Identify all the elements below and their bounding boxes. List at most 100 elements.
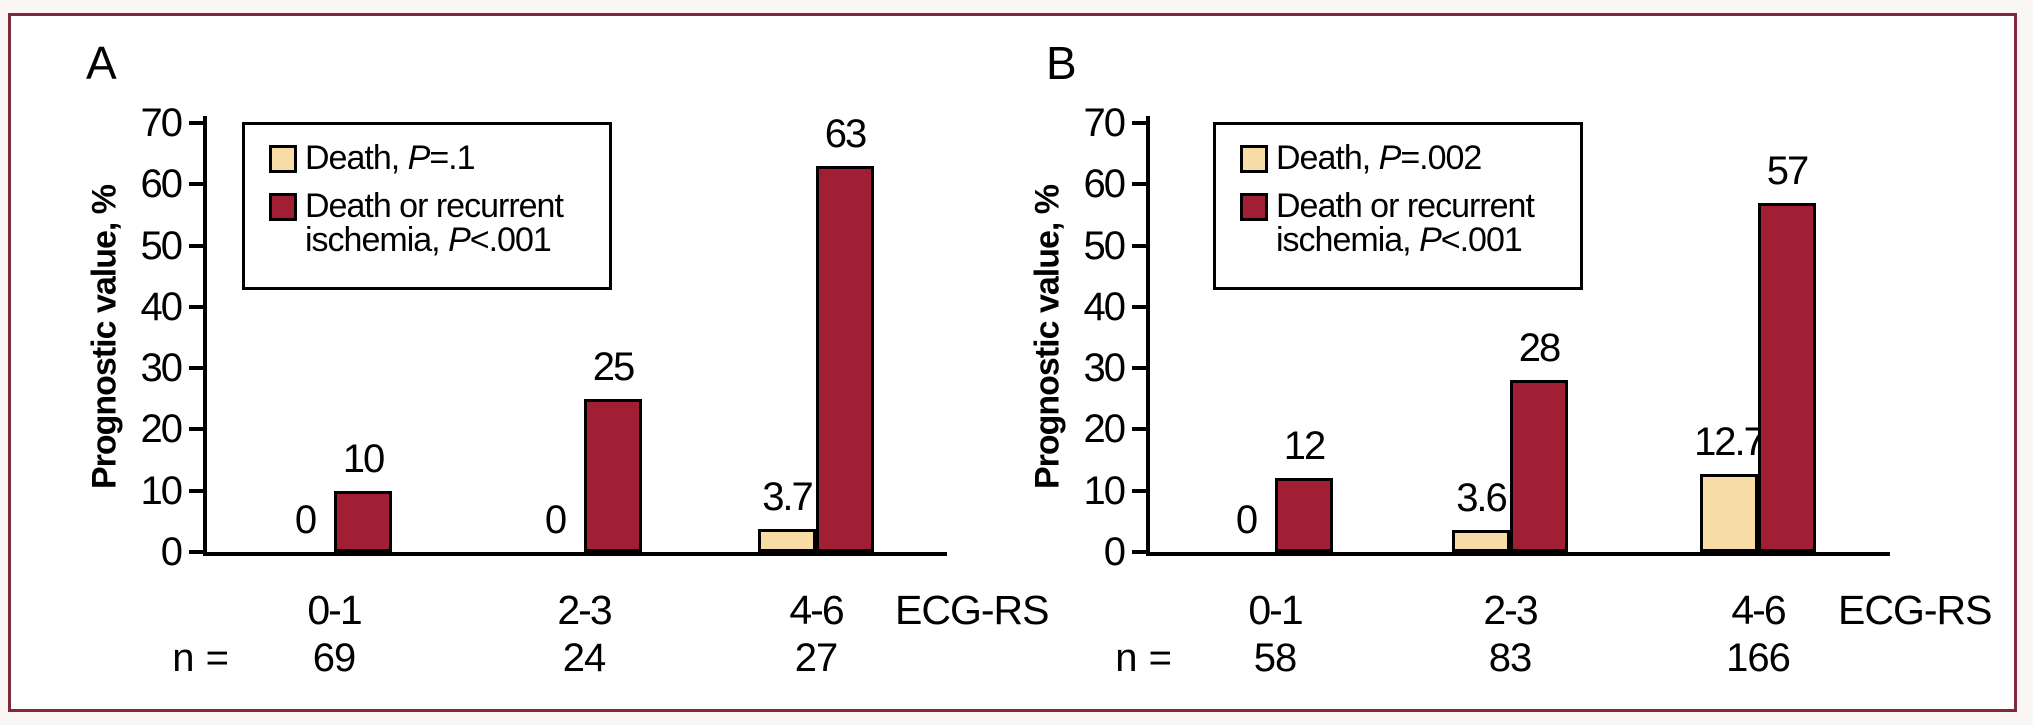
y-tick-mark — [1132, 121, 1146, 125]
legend-label-line: Death or recurrent — [305, 189, 600, 223]
y-tick-mark — [189, 244, 203, 248]
bar-death — [1700, 474, 1758, 552]
n-equals-label: n = — [172, 636, 229, 680]
y-tick-mark — [1132, 489, 1146, 493]
y-tick-mark — [1132, 182, 1146, 186]
y-tick-label: 50 — [140, 224, 184, 268]
legend-swatch-death — [1240, 145, 1268, 173]
bar-value-label: 3.6 — [1456, 476, 1508, 520]
y-tick-mark — [189, 366, 203, 370]
legend-label-text: ischemia, — [305, 221, 449, 259]
legend-label-line: ischemia, P<.001 — [305, 223, 600, 257]
y-tick-label: 40 — [140, 285, 184, 329]
legend-label-text: =.002 — [1400, 139, 1482, 177]
bar-value-label: 63 — [824, 112, 868, 156]
bar-value-label: 25 — [592, 345, 636, 389]
y-tick-label: 0 — [160, 530, 183, 574]
y-tick-mark — [189, 121, 203, 125]
legend-swatch-death-or-recurrent-ischemia — [1240, 193, 1268, 221]
legend-label: Death or recurrent ischemia, P<.001 — [1276, 189, 1571, 257]
panel-label: A — [86, 37, 117, 89]
y-tick-label: 70 — [140, 101, 184, 145]
y-tick-label: 60 — [140, 162, 184, 206]
n-value: 83 — [1488, 636, 1533, 680]
bar-value-label: 12.7 — [1694, 420, 1766, 464]
n-value: 166 — [1726, 636, 1791, 680]
y-tick-label: 10 — [1083, 469, 1127, 513]
bar-value-label: 0 — [544, 498, 567, 542]
legend-label-line: Death, P=.002 — [1276, 141, 1571, 175]
category-label: 4-6 — [1731, 587, 1786, 633]
y-axis-line — [203, 116, 207, 556]
legend-label-text: Death, — [305, 139, 408, 177]
y-tick-label: 30 — [1083, 346, 1127, 390]
legend-box: Death, P=.002 Death or recurrent ischemia,… — [1213, 122, 1583, 290]
n-value: 24 — [562, 636, 607, 680]
legend-label-text: Death or recurrent — [305, 187, 564, 225]
bar-death-or-recurrent-ischemia — [1758, 203, 1816, 552]
y-tick-mark — [189, 305, 203, 309]
bar-value-label: 28 — [1518, 326, 1562, 370]
y-tick-label: 50 — [1083, 224, 1127, 268]
bar-death-or-recurrent-ischemia — [334, 491, 392, 552]
legend-label: Death or recurrent ischemia, P<.001 — [305, 189, 600, 257]
category-label: 4-6 — [789, 587, 844, 633]
category-label: 0-1 — [307, 587, 362, 633]
bar-value-label: 0 — [1235, 498, 1258, 542]
y-tick-mark — [1132, 366, 1146, 370]
legend-label-line: ischemia, P<.001 — [1276, 223, 1571, 257]
bar-value-label: 57 — [1766, 149, 1810, 193]
bar-value-label: 3.7 — [762, 475, 814, 519]
bar-value-label: 0 — [294, 498, 317, 542]
legend-label: Death, P=.002 — [1276, 141, 1571, 175]
legend-label-line: Death, P=.1 — [305, 141, 600, 175]
y-tick-label: 0 — [1103, 530, 1126, 574]
legend-label-text: Death or recurrent — [1276, 187, 1535, 225]
legend-box: Death, P=.1 Death or recurrent ischemia, P… — [242, 122, 612, 290]
legend-label: Death, P=.1 — [305, 141, 600, 175]
category-label: 2-3 — [1483, 587, 1538, 633]
bar-death — [758, 529, 816, 552]
legend-label-line: Death or recurrent — [1276, 189, 1571, 223]
y-tick-mark — [189, 427, 203, 431]
n-value: 58 — [1253, 636, 1298, 680]
y-tick-mark — [1132, 305, 1146, 309]
n-equals-label: n = — [1115, 636, 1172, 680]
legend-label-text: P — [1378, 139, 1402, 177]
legend-label-text: P — [407, 139, 431, 177]
y-tick-mark — [1132, 244, 1146, 248]
legend-label-text: ischemia, — [1276, 221, 1420, 259]
x-axis-line — [1146, 552, 1890, 556]
y-tick-label: 40 — [1083, 285, 1127, 329]
y-tick-label: 30 — [140, 346, 184, 390]
y-tick-mark — [189, 550, 203, 554]
category-label: 0-1 — [1248, 587, 1303, 633]
legend-label-text: P — [448, 221, 471, 259]
y-tick-label: 10 — [140, 469, 184, 513]
bar-death — [1452, 530, 1510, 552]
y-axis-line — [1146, 116, 1150, 556]
bar-value-label: 10 — [342, 437, 386, 481]
bar-death-or-recurrent-ischemia — [816, 166, 874, 552]
x-axis-line — [203, 552, 947, 556]
y-tick-mark — [189, 182, 203, 186]
bar-death-or-recurrent-ischemia — [1275, 478, 1333, 552]
y-tick-mark — [189, 489, 203, 493]
legend-label-text: =.1 — [429, 139, 475, 177]
y-tick-label: 70 — [1083, 101, 1127, 145]
y-tick-label: 60 — [1083, 162, 1127, 206]
legend-label-text: Death, — [1276, 139, 1379, 177]
bar-death-or-recurrent-ischemia — [584, 399, 642, 552]
legend-swatch-death — [269, 145, 297, 173]
ecg-rs-label: ECG-RS — [895, 587, 1049, 633]
legend-label-text: P — [1419, 221, 1442, 259]
bar-death-or-recurrent-ischemia — [1510, 380, 1568, 552]
bar-value-label: 12 — [1283, 424, 1327, 468]
panel-label: B — [1046, 37, 1077, 89]
n-value: 69 — [312, 636, 357, 680]
n-value: 27 — [794, 636, 839, 680]
legend-label-text: <.001 — [1440, 221, 1523, 259]
legend-label-text: <.001 — [469, 221, 552, 259]
